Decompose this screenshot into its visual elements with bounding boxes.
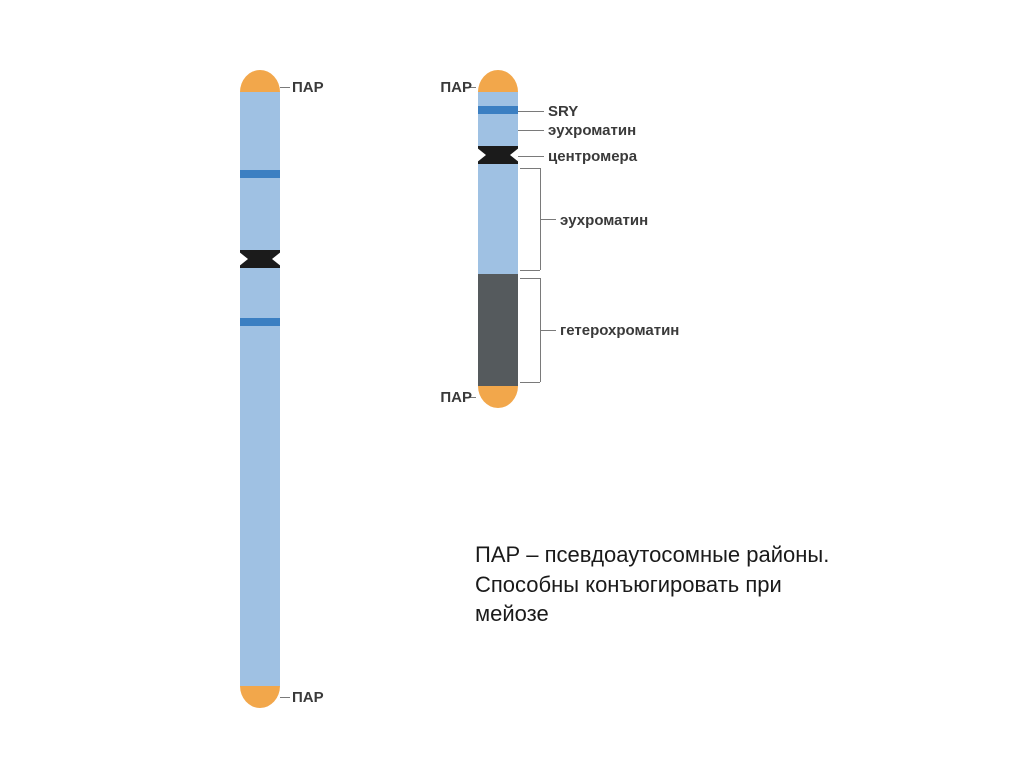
- segment-euchromatin: [478, 92, 518, 106]
- segment-par-bottom: [478, 386, 518, 408]
- label-эухроматин: эухроматин: [548, 122, 636, 139]
- brace-tick: [520, 278, 540, 279]
- segment-par-top: [240, 70, 280, 92]
- leader-line: [280, 87, 290, 88]
- label-центромера: центромера: [548, 148, 637, 165]
- brace-lead: [540, 219, 556, 220]
- label-пар: ПАР: [292, 79, 324, 96]
- label-sry: SRY: [548, 103, 578, 120]
- label-пар: ПАР: [440, 79, 472, 96]
- segment-euchromatin: [240, 92, 280, 170]
- segment-euchromatin: [240, 326, 280, 686]
- segment-euchromatin: [240, 268, 280, 318]
- brace-tick: [520, 382, 540, 383]
- segment-euchromatin-q: [478, 164, 518, 274]
- segment-band: [240, 170, 280, 178]
- chromosome-y: [478, 0, 518, 767]
- segment-heterochromatin: [478, 274, 518, 386]
- label-пар: ПАР: [440, 389, 472, 406]
- caption-text: ПАР – псевдоаутосомные районы. Способны …: [475, 540, 855, 629]
- brace-tick: [520, 270, 540, 271]
- segment-par-bottom: [240, 686, 280, 708]
- leader-line: [518, 111, 544, 112]
- label-пар: ПАР: [292, 689, 324, 706]
- segment-sry-band: [478, 106, 518, 114]
- segment-euchromatin: [240, 178, 280, 250]
- brace-lead: [540, 330, 556, 331]
- segment-centromere: [478, 146, 518, 164]
- segment-band: [240, 318, 280, 326]
- leader-line: [280, 697, 290, 698]
- leader-line: [518, 130, 544, 131]
- chromosome-x: [240, 0, 280, 767]
- segment-par-top: [478, 70, 518, 92]
- brace-tick: [520, 168, 540, 169]
- label-гетерохроматин: гетерохроматин: [560, 322, 679, 339]
- label-эухроматин: эухроматин: [560, 212, 648, 229]
- leader-line: [518, 156, 544, 157]
- segment-centromere: [240, 250, 280, 268]
- segment-euchromatin: [478, 114, 518, 146]
